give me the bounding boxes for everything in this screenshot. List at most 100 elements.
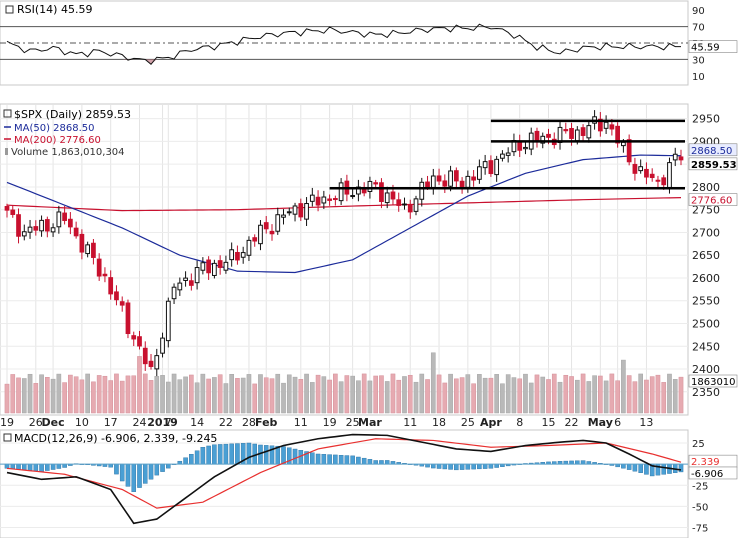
candle-body: [546, 133, 551, 138]
volume-bar: [488, 377, 494, 414]
price-tick-label: 2400: [692, 363, 720, 376]
candle-body: [580, 127, 586, 136]
candle-body: [275, 214, 281, 232]
candle-body: [615, 125, 620, 144]
macd-histogram-bar: [229, 443, 234, 465]
date-tick-label: 19: [323, 416, 337, 429]
volume-bar: [430, 352, 436, 414]
candle-body: [626, 139, 632, 163]
macd-histogram-bar: [22, 463, 27, 471]
macd-legend-swatch: [3, 433, 12, 442]
candle-body: [240, 252, 246, 258]
rsi-line: [6, 23, 682, 65]
volume-bar: [356, 380, 361, 414]
candle-body: [379, 182, 384, 203]
volume-bar: [235, 378, 240, 414]
candle-body: [68, 218, 73, 228]
macd-histogram-bar: [212, 444, 217, 465]
volume-value-tag-box: [688, 374, 738, 388]
macd-legend: MACD(12,26,9) -6.906, 2.339, -9.245: [14, 432, 217, 445]
date-tick-label: 15: [542, 416, 556, 429]
price-legend-title: $SPX (Daily) 2859.53: [14, 108, 131, 121]
ma50-value-tag-box: [688, 143, 738, 157]
candle-body: [540, 135, 546, 144]
candle-body: [407, 204, 413, 213]
candle-body: [632, 163, 638, 174]
volume-bar: [344, 375, 350, 414]
candle-body: [425, 181, 430, 188]
volume-bar: [119, 380, 125, 414]
volume-bar: [165, 381, 171, 414]
candle-body: [517, 141, 523, 151]
candle-body: [488, 160, 494, 175]
price-tick-label: 2750: [692, 204, 720, 217]
volume-bar: [373, 375, 379, 414]
candle-body: [350, 195, 356, 198]
candle-body: [292, 205, 298, 215]
macd-histogram-bar: [246, 442, 252, 465]
candle-body: [148, 360, 154, 367]
price-tick-label: 2550: [692, 295, 720, 308]
macd-histogram-bar: [333, 454, 338, 465]
volume-legend-swatch: [5, 148, 8, 155]
candle-body: [321, 196, 327, 204]
volume-bar: [39, 374, 44, 414]
ma50-line: [6, 154, 682, 274]
date-tick-label: 11: [294, 416, 308, 429]
volume-bar: [304, 373, 309, 414]
volume-bar: [68, 374, 73, 414]
candle-body: [229, 249, 235, 261]
candle-body: [246, 239, 252, 256]
volume-bar: [333, 373, 338, 414]
price-tick-label: 2500: [692, 318, 720, 331]
macd-histogram-bar: [644, 463, 649, 475]
rsi-tick-label: 30: [692, 55, 705, 66]
candle-body: [327, 198, 332, 201]
candle-body: [73, 227, 79, 237]
volume-bar: [309, 382, 315, 414]
volume-bar: [598, 375, 603, 414]
candle-body: [142, 347, 148, 365]
candle-body: [119, 301, 125, 306]
macd-histogram-bar: [39, 463, 44, 472]
macd-histogram-bar: [292, 448, 298, 465]
candle-body: [252, 237, 258, 242]
candle-body: [574, 129, 580, 142]
macd-histogram-bar: [166, 463, 171, 469]
macd-histogram-bar: [454, 463, 459, 471]
volume-bar: [298, 379, 304, 414]
candle-body: [471, 176, 476, 181]
rsi-tick-label: 70: [692, 23, 705, 34]
macd-histogram-bar: [575, 460, 580, 465]
moving-averages: [6, 154, 682, 274]
macd-value-tag-box: [688, 466, 738, 480]
date-tick-label: Dec: [42, 416, 65, 429]
macd-histogram-bar: [367, 459, 373, 465]
candle-body: [453, 170, 459, 182]
rsi-value-tag-box: [688, 40, 738, 53]
date-tick-label: 24: [132, 416, 146, 429]
candle-body: [27, 226, 33, 233]
volume-bar: [171, 373, 177, 414]
macd-histogram-bar: [315, 453, 321, 465]
candle-body: [44, 219, 50, 232]
volume-bar: [275, 373, 281, 414]
ma50-legend: MA(50) 2868.50: [14, 123, 95, 134]
candle-body: [165, 300, 171, 342]
rsi-series: [6, 23, 682, 65]
candle-body: [85, 244, 91, 255]
volume-bar: [379, 375, 384, 414]
volume-value-tag: 1863010: [691, 377, 736, 388]
candle-body: [569, 128, 574, 139]
volume-legend: Volume 1,863,010,304: [11, 147, 125, 158]
volume-bar: [672, 379, 678, 414]
candle-body: [396, 199, 402, 206]
volume-bar: [263, 377, 269, 414]
macd-histogram-bar: [27, 463, 33, 471]
volume-bar: [638, 373, 643, 414]
candle-body: [304, 203, 309, 220]
volume-bar: [442, 382, 448, 414]
volume-bar: [505, 374, 511, 414]
macd-histogram-bar: [148, 463, 154, 480]
macd-histogram-bar: [281, 446, 286, 465]
